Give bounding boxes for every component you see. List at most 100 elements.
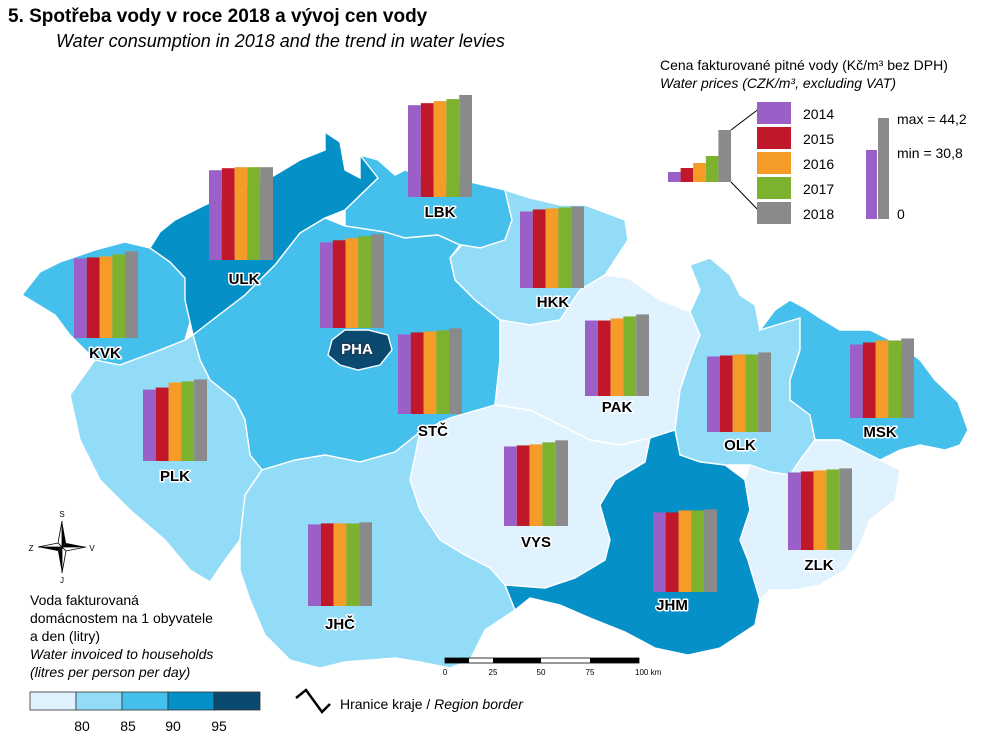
price-bar-hkk-2015 [532, 209, 546, 288]
legend-swatch-2014 [757, 102, 791, 124]
legend-swatch-2016 [757, 152, 791, 174]
price-bar-hkk-2016 [545, 208, 559, 288]
price-bar-group-stč [398, 328, 462, 414]
price-bar-jhm-2015 [665, 512, 679, 592]
price-bar-hkk-2017 [558, 207, 572, 288]
price-bar-pha-2016 [345, 238, 359, 328]
price-bar-msk-2017 [888, 340, 902, 418]
price-bar-pak-2015 [597, 320, 611, 396]
compass-rose-icon: S J Z V [29, 510, 96, 585]
svg-text:V: V [89, 544, 95, 553]
price-bar-pak-2018 [636, 314, 649, 396]
legend-year-2017: 2017 [803, 181, 834, 197]
price-bar-olk-2017 [745, 354, 759, 432]
map-title: 5. Spotřeba vody v roce 2018 a vývoj cen… [8, 6, 428, 27]
price-bar-ulk-2017 [247, 167, 261, 260]
legend-class-5 [213, 691, 261, 711]
price-bar-olk-2015 [719, 355, 733, 432]
price-bar-zlk-2015 [800, 471, 814, 550]
svg-text:100 km: 100 km [635, 668, 662, 677]
svg-text:0: 0 [443, 668, 448, 677]
legend-sample-bar-2017 [705, 156, 719, 182]
legend-connector-line [730, 107, 761, 131]
price-bar-vys-2016 [529, 444, 543, 526]
price-bar-kvk-2017 [112, 254, 126, 338]
region-label-msk: MSK [863, 424, 897, 441]
price-bar-group-hkk [520, 206, 584, 288]
region-label-stc: STČ [418, 422, 448, 440]
legend-sample-bar-group [668, 130, 731, 182]
legend-class-2 [75, 691, 123, 711]
region-label-olk: OLK [724, 437, 756, 454]
price-bar-group-olk [707, 352, 771, 432]
legend-sample-bar-2014 [668, 172, 681, 182]
legend-break-90: 90 [165, 718, 181, 734]
price-bar-jhč-2017 [346, 523, 360, 606]
scale-bar: 0 25 50 75 100 km [443, 657, 662, 677]
price-bar-vys-2015 [516, 445, 530, 526]
price-bar-vys-2017 [542, 442, 556, 526]
water-legend-title: Voda fakturovaná domácnostem na 1 obyvat… [30, 592, 214, 680]
legend-swatch-2018 [757, 202, 791, 224]
price-bar-pak-2014 [585, 320, 598, 396]
price-bar-zlk-2014 [788, 472, 801, 550]
price-bar-stč-2017 [436, 330, 450, 414]
price-bar-lbk-2014 [408, 105, 421, 197]
price-bar-zlk-2018 [839, 468, 852, 550]
legend-sample-bar-2016 [693, 163, 706, 182]
price-bar-stč-2016 [423, 331, 437, 414]
legend-zero-label: 0 [897, 206, 905, 222]
price-bar-jhč-2018 [359, 522, 372, 606]
price-bar-pak-2016 [610, 318, 624, 396]
price-bar-vys-2018 [555, 440, 568, 526]
legend-sample-bar-2015 [680, 168, 694, 182]
legend-sample-bar-2018 [718, 130, 731, 182]
price-bar-hkk-2014 [520, 211, 533, 288]
price-bar-jhč-2016 [333, 523, 347, 606]
price-bar-jhm-2018 [704, 509, 717, 592]
price-bar-jhm-2014 [653, 512, 666, 592]
price-bar-group-pak [585, 314, 649, 396]
price-bar-olk-2014 [707, 356, 720, 432]
price-bar-jhm-2016 [678, 510, 692, 592]
price-bar-stč-2014 [398, 334, 411, 414]
price-bar-hkk-2018 [571, 206, 584, 288]
price-bar-msk-2018 [901, 338, 914, 418]
region-label-lbk: LBK [425, 204, 456, 221]
price-bar-ulk-2018 [260, 167, 273, 260]
legend-break-85: 85 [120, 718, 136, 734]
price-bar-group-vys [504, 440, 568, 526]
legend-break-80: 80 [74, 718, 90, 734]
legend-min-bar [866, 150, 877, 219]
price-bar-olk-2018 [758, 352, 771, 432]
legend-max-bar [878, 118, 889, 219]
price-bar-group-msk [850, 338, 914, 418]
map-subtitle: Water consumption in 2018 and the trend … [56, 31, 505, 51]
legend-swatch-2015 [757, 127, 791, 149]
price-bar-pha-2017 [358, 236, 372, 328]
price-bar-plk-2018 [194, 379, 207, 461]
legend-swatch-2017 [757, 177, 791, 199]
price-bar-zlk-2016 [813, 470, 827, 550]
price-bar-plk-2014 [143, 389, 156, 461]
price-bar-kvk-2015 [86, 257, 100, 338]
price-bar-ulk-2016 [234, 167, 248, 260]
price-bar-lbk-2017 [446, 99, 460, 197]
price-bar-ulk-2015 [221, 168, 235, 260]
price-bar-kvk-2016 [99, 256, 113, 338]
legend-class-1 [29, 691, 77, 711]
price-bar-vys-2014 [504, 446, 517, 526]
price-bar-group-jhč [308, 522, 372, 606]
legend-class-3 [121, 691, 169, 711]
region-label-pha: PHA [341, 341, 373, 358]
price-bar-msk-2014 [850, 344, 863, 418]
legend-min-label: min = 30,8 [897, 145, 963, 161]
region-label-vys: VYS [521, 534, 551, 551]
price-bar-group-lbk [408, 95, 472, 197]
price-bar-msk-2016 [875, 340, 889, 418]
svg-text:50: 50 [537, 668, 546, 677]
price-bar-kvk-2018 [125, 251, 138, 338]
price-bar-pha-2015 [332, 240, 346, 328]
legend-max-label: max = 44,2 [897, 111, 967, 127]
